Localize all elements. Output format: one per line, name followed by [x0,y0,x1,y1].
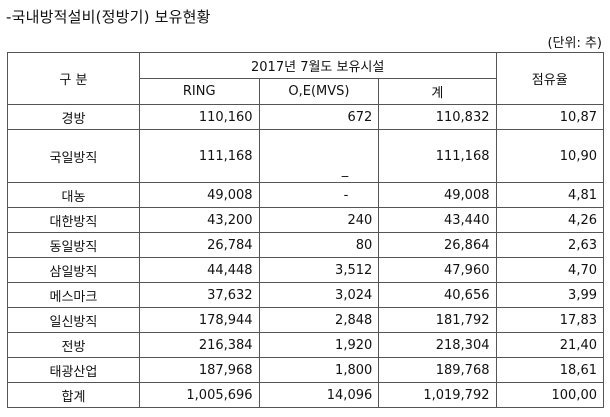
row-oe: 3,512 [258,257,380,283]
row-share: 4,81 [495,182,604,208]
table-row: 일신방직 178,944 2,848 181,792 17,83 [7,307,604,333]
row-total: 110,832 [378,104,497,130]
row-total: 189,768 [378,357,497,383]
equipment-table: 구 분 2017년 7월도 보유시설 점유율 RING O,E(MVS) 계 경… [7,52,604,408]
document-title: -국내방적설비(정방기) 보유현황 [6,8,211,26]
row-total: 43,440 [378,207,497,233]
table-row: 태광산업 187,968 1,800 189,768 18,61 [7,357,604,383]
row-oe: 3,024 [258,282,380,308]
row-oe: - [258,182,380,208]
row-total: 26,864 [378,232,497,258]
row-total: 49,008 [378,182,497,208]
row-total: 40,656 [378,282,497,308]
header-category: 구 분 [7,52,140,105]
row-share: 10,90 [495,129,604,183]
row-share: 4,70 [495,257,604,283]
row-name: 대농 [7,182,140,208]
total-oe: 14,096 [258,382,380,408]
row-total: 181,792 [378,307,497,333]
table-row: 삼일방직 44,448 3,512 47,960 4,70 [7,257,604,283]
row-name: 국일방직 [7,129,140,183]
header-total: 계 [378,78,497,105]
table-row: 전방 216,384 1,920 218,304 21,40 [7,332,604,358]
table-row: 대농 49,008 - 49,008 4,81 [7,182,604,208]
row-share: 18,61 [495,357,604,383]
total-row: 합계 1,005,696 14,096 1,019,792 100,00 [7,382,604,408]
total-label: 합계 [7,382,140,408]
row-name: 경방 [7,104,140,130]
row-total: 218,304 [378,332,497,358]
row-oe: 2,848 [258,307,380,333]
unit-note: (단위: 추) [547,36,602,51]
total-ring: 1,005,696 [138,382,260,408]
table-row: 국일방직 111,168 _ 111,168 10,90 [7,129,604,183]
row-name: 대한방직 [7,207,140,233]
row-oe: 240 [258,207,380,233]
row-ring: 26,784 [138,232,260,258]
row-name: 태광산업 [7,357,140,383]
header-group: 2017년 7월도 보유시설 [138,52,497,79]
header-oe: O,E(MVS) [258,78,380,105]
row-ring: 178,944 [138,307,260,333]
total-sum: 1,019,792 [378,382,497,408]
row-share: 2,63 [495,232,604,258]
row-oe: 1,800 [258,357,380,383]
row-ring: 110,160 [138,104,260,130]
row-ring: 43,200 [138,207,260,233]
table-row: 대한방직 43,200 240 43,440 4,26 [7,207,604,233]
row-ring: 216,384 [138,332,260,358]
header-share: 점유율 [495,52,604,105]
row-ring: 44,448 [138,257,260,283]
row-name: 전방 [7,332,140,358]
row-share: 3,99 [495,282,604,308]
row-oe: 80 [258,232,380,258]
row-oe: _ [258,129,380,183]
row-ring: 49,008 [138,182,260,208]
row-name: 동일방직 [7,232,140,258]
total-share: 100,00 [495,382,604,408]
row-share: 10,87 [495,104,604,130]
row-ring: 187,968 [138,357,260,383]
row-oe: 1,920 [258,332,380,358]
row-ring: 111,168 [138,129,260,183]
table-row: 동일방직 26,784 80 26,864 2,63 [7,232,604,258]
row-name: 삼일방직 [7,257,140,283]
row-share: 21,40 [495,332,604,358]
row-share: 17,83 [495,307,604,333]
row-total: 111,168 [378,129,497,183]
row-share: 4,26 [495,207,604,233]
row-total: 47,960 [378,257,497,283]
row-oe: 672 [258,104,380,130]
table-row: 경방 110,160 672 110,832 10,87 [7,104,604,130]
header-ring: RING [138,78,260,105]
table-row: 메스마크 37,632 3,024 40,656 3,99 [7,282,604,308]
row-name: 메스마크 [7,282,140,308]
row-name: 일신방직 [7,307,140,333]
table-header: 구 분 2017년 7월도 보유시설 점유율 RING O,E(MVS) 계 [7,52,604,105]
row-ring: 37,632 [138,282,260,308]
